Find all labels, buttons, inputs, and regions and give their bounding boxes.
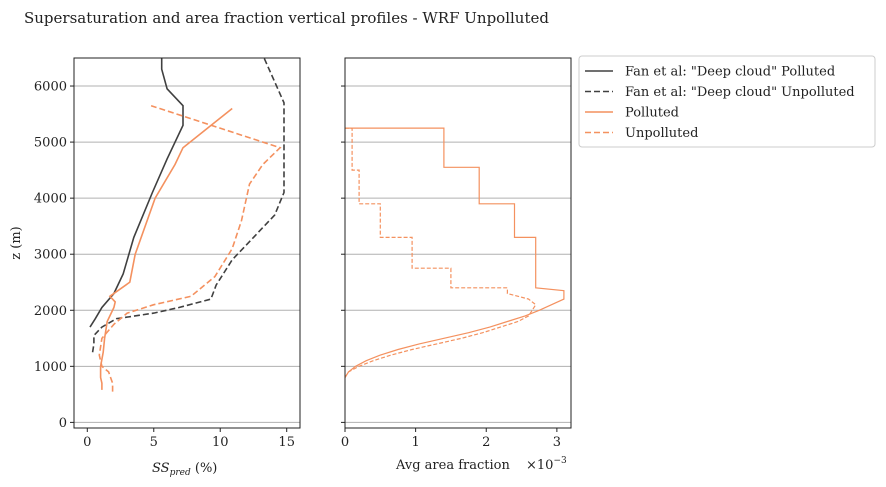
- right-grid: [345, 85, 571, 423]
- right-ticks: 0 1 2 3: [341, 85, 561, 450]
- left-series-line-polluted: [99, 107, 233, 390]
- right-series-line-polluted: [345, 127, 565, 378]
- figure-title: Supersaturation and area fraction vertic…: [24, 9, 549, 27]
- left-panel: 0 1000 2000 3000 4000 5000 6000 0 5 10 15 SSpred (…: [9, 57, 301, 478]
- right-xtick-label: 1: [411, 435, 419, 450]
- left-ytick-label: 4000: [34, 192, 67, 207]
- left-xtick-label: 15: [278, 435, 295, 450]
- left-series-line-fan-et-al-deep-cloud-unpolluted: [91, 58, 285, 353]
- left-grid: [74, 85, 300, 423]
- left-series-line-fan-et-al-deep-cloud-polluted: [89, 58, 184, 328]
- legend-label: Fan et al: "Deep cloud" Polluted: [625, 65, 835, 80]
- right-xtick-label: 3: [553, 435, 561, 450]
- left-ticks: 0 1000 2000 3000 4000 5000 6000 0 5 10 15: [34, 80, 295, 450]
- legend-label: Unpolluted: [625, 126, 698, 141]
- left-xlabel: SSpred (%): [152, 461, 217, 478]
- left-ytick-label: 2000: [34, 304, 67, 319]
- left-ytick-label: 0: [59, 416, 67, 431]
- right-xlabel: Avg area fraction: [395, 458, 510, 473]
- legend-items: Fan et al: "Deep cloud" Polluted Fan et a…: [585, 65, 855, 141]
- right-panel: 0 1 2 3 Avg area fraction ×10−3: [341, 57, 572, 473]
- left-xtick-label: 10: [212, 435, 229, 450]
- left-ytick-label: 1000: [34, 360, 67, 375]
- right-series-line-unpolluted: [345, 127, 537, 378]
- left-xtick-label: 0: [83, 435, 91, 450]
- right-offset-text: ×10−3: [526, 456, 567, 473]
- right-axes-frame: [344, 57, 572, 429]
- left-ylabel: z (m): [9, 226, 24, 259]
- legend-label: Fan et al: "Deep cloud" Unpolluted: [625, 85, 855, 100]
- left-ytick-label: 3000: [34, 248, 67, 263]
- right-series-layer: [345, 127, 565, 378]
- legend-label: Polluted: [625, 106, 679, 121]
- legend-frame: [578, 55, 876, 148]
- left-series-line-unpolluted: [98, 104, 282, 392]
- left-ytick-label: 6000: [34, 80, 67, 95]
- legend: Fan et al: "Deep cloud" Polluted Fan et a…: [578, 55, 876, 148]
- right-xtick-label: 0: [341, 435, 349, 450]
- left-axes-frame: [73, 57, 301, 429]
- left-xtick-label: 5: [150, 435, 158, 450]
- left-ytick-label: 5000: [34, 136, 67, 151]
- right-xtick-label: 2: [482, 435, 490, 450]
- left-series-layer: [89, 58, 285, 392]
